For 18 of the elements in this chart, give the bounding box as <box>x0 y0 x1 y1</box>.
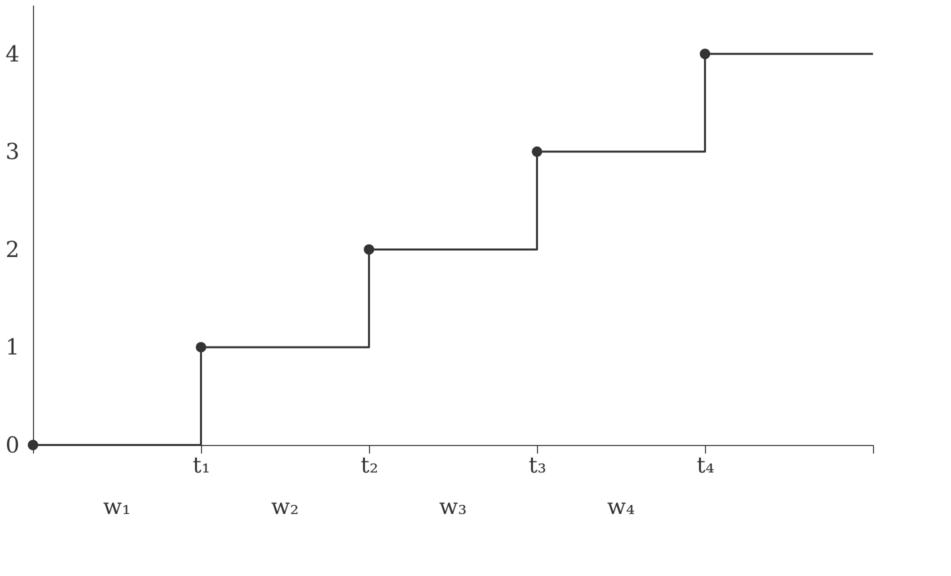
text: w₄ <box>607 495 636 520</box>
y-tick-label: 3 <box>6 140 20 166</box>
x-tick-label: t₂ <box>360 454 378 478</box>
point <box>364 244 374 255</box>
y-tick-label: 0 <box>6 434 20 458</box>
y-tick-label: 4 <box>6 42 20 68</box>
x-tick-label: t₁ <box>192 454 210 478</box>
x-tick-label: t₄ <box>696 454 715 478</box>
y-tick-label: 1 <box>6 336 20 361</box>
text: w₁ <box>103 495 131 520</box>
point <box>28 440 38 450</box>
y-tick-label: 2 <box>6 238 20 263</box>
point <box>196 342 206 352</box>
x-tick-label: t₃ <box>528 454 546 478</box>
text: w₃ <box>439 495 467 520</box>
point <box>700 48 710 60</box>
text: w₂ <box>271 495 299 520</box>
point <box>532 146 542 157</box>
